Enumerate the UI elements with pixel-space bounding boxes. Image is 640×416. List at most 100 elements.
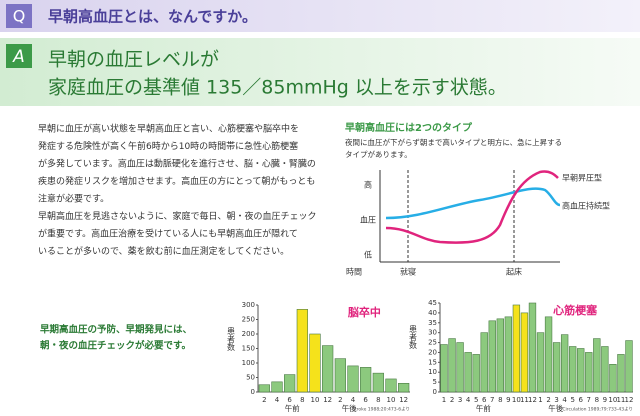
x-tick-label: 12	[625, 396, 634, 404]
x-label: 時間	[346, 268, 362, 277]
body-line: いることが多いので、薬を飲む前に血圧測定をしてください。	[38, 245, 289, 257]
types-desc: タイプがあります。	[345, 149, 412, 159]
bar	[398, 382, 410, 393]
bar	[258, 384, 270, 393]
x-tick-label: 4	[275, 396, 280, 404]
legend: 高血圧持続型	[562, 201, 610, 211]
x-label: 就寝	[400, 267, 416, 277]
bar	[552, 342, 561, 393]
question-bar	[0, 0, 640, 32]
y-tick-label: 150	[242, 345, 255, 353]
bar	[544, 316, 553, 393]
advice: 早期高血圧の予防、早期発見には、	[40, 324, 192, 336]
x-tick-label: 1	[442, 396, 446, 404]
y-tick-label: 15	[428, 358, 437, 366]
period-label: 午後	[548, 403, 563, 413]
x-tick-label: 8	[595, 396, 599, 404]
x-tick-label: 10	[311, 396, 320, 404]
bar	[284, 374, 296, 393]
y-tick-label: 200	[242, 330, 255, 338]
bar	[322, 345, 334, 393]
bar	[512, 304, 521, 393]
y-tick-label: 25	[428, 339, 437, 347]
x-tick-label: 4	[351, 396, 356, 404]
x-tick-label: 2	[262, 396, 266, 404]
bar	[528, 302, 537, 393]
legend: 早朝昇圧型	[562, 174, 602, 183]
x-tick-label: 8	[300, 396, 304, 404]
x-tick-label: 5	[570, 396, 574, 404]
bar	[560, 334, 569, 393]
x-tick-label: 2	[338, 396, 342, 404]
body-line: が多発しています。高血圧は動脈硬化を進行させ、脳・心臓・腎臓の	[38, 158, 316, 170]
body-line: 注意が必要です。	[38, 193, 109, 205]
x-tick-label: 6	[578, 396, 583, 404]
x-tick-label: 11	[520, 396, 529, 404]
y-label: 患者数	[227, 326, 236, 352]
y-tick-label: 300	[242, 301, 255, 309]
bar	[569, 346, 577, 393]
answer-line: 早朝の血圧レベルが	[48, 49, 219, 71]
x-tick-label: 2	[450, 396, 454, 404]
bar	[334, 358, 346, 393]
y-tick-label: 250	[242, 316, 255, 324]
x-tick-label: 12	[399, 396, 408, 404]
types-desc: 夜間に血圧が下がらず朝まで高いタイプと明方に、急に上昇する	[345, 137, 562, 147]
bar	[488, 320, 496, 393]
y-tick-label: 5	[433, 378, 437, 386]
bar	[385, 378, 397, 393]
x-tick-label: 2	[546, 396, 550, 404]
period-label: 午後	[342, 403, 357, 413]
y-label: 低	[364, 250, 372, 260]
answer-line: 家庭血圧の基準値 135／85mmHg 以上を示す状態。	[48, 77, 507, 99]
bar	[496, 318, 504, 393]
bar	[593, 338, 601, 393]
a-mark: A	[12, 47, 25, 67]
x-tick-label: 6	[363, 396, 368, 404]
y-tick-label: 0	[251, 388, 255, 396]
source: Circulation 1989;79:733-43より	[562, 407, 633, 413]
bar	[536, 332, 545, 393]
types-title: 早朝高血圧には2つのタイプ	[345, 121, 473, 134]
x-tick-label: 12	[323, 396, 332, 404]
x-tick-label: 9	[506, 396, 510, 404]
y-label: 高	[364, 180, 372, 190]
source: Stroke 1988;20:473-6より	[352, 407, 410, 413]
sustained-curve	[385, 187, 561, 220]
x-tick-label: 11	[616, 396, 625, 404]
q-box	[6, 4, 32, 28]
bar	[271, 381, 283, 393]
bar	[480, 332, 488, 393]
bar	[360, 367, 372, 393]
y-tick-label: 10	[428, 368, 437, 376]
y-tick-label: 40	[428, 309, 437, 317]
x-tick-label: 6	[287, 396, 292, 404]
x-tick-label: 7	[587, 396, 591, 404]
y-tick-label: 0	[433, 388, 437, 396]
y-label: 患者数	[409, 324, 418, 350]
bar	[309, 333, 321, 393]
bar	[601, 346, 609, 393]
period-label: 午前	[285, 403, 300, 413]
x-tick-label: 8	[498, 396, 502, 404]
bar	[296, 309, 308, 393]
body-line: 疾患の発症リスクを増加させます。高血圧の方にとって朝がもっとも	[38, 175, 315, 187]
y-tick-label: 35	[428, 319, 437, 327]
x-tick-label: 4	[466, 396, 471, 404]
bar	[440, 344, 448, 393]
x-tick-label: 3	[458, 396, 462, 404]
bar	[448, 338, 456, 393]
bar	[625, 340, 633, 393]
y-tick-label: 20	[428, 348, 437, 356]
bar	[464, 352, 472, 393]
y-label: 血圧	[360, 215, 376, 225]
x-label: 起床	[506, 267, 522, 277]
y-tick-label: 50	[246, 374, 255, 382]
bar	[372, 372, 384, 393]
a-box	[6, 44, 32, 68]
bar	[520, 312, 529, 393]
x-tick-label: 7	[490, 396, 494, 404]
bar	[456, 342, 464, 393]
